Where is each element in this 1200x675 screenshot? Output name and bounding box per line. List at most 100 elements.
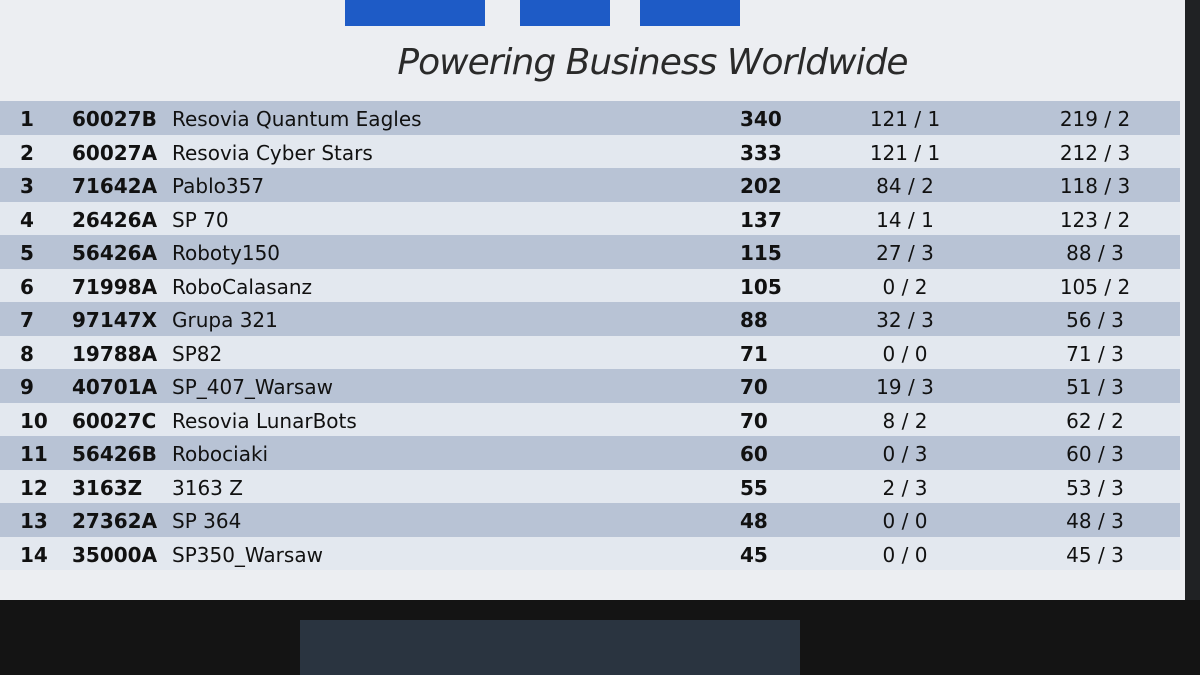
run-1: 84 / 2 [876, 174, 934, 198]
score: 333 [740, 140, 782, 165]
stand [300, 620, 800, 675]
run-2: 53 / 3 [1066, 475, 1124, 500]
team-name: SP82 [172, 341, 223, 366]
run-1: 19 / 3 [876, 375, 934, 399]
team-number: 3163Z [72, 475, 143, 500]
run-1: 0 / 0 [882, 509, 928, 533]
table-row: 6 71998A RoboCalasanz 105 0 / 2 105 / 2 [0, 268, 1180, 302]
logo-part [520, 0, 610, 26]
score: 88 [740, 308, 768, 332]
run-1: 121 / 1 [869, 140, 941, 165]
run-2: 51 / 3 [1066, 375, 1124, 399]
run-1: 14 / 1 [876, 207, 934, 232]
table-row: 7 97147X Grupa 321 88 32 / 3 56 / 3 [0, 302, 1180, 336]
team-name: Robociaki [172, 442, 269, 466]
run-1: 0 / 0 [882, 341, 928, 366]
team-name: SP 364 [172, 509, 242, 533]
team-number: 19788A [72, 341, 158, 366]
team-number: 56426A [72, 241, 158, 265]
score: 48 [740, 509, 768, 533]
rank: 4 [20, 207, 34, 232]
team-name: SP350_Warsaw [172, 542, 323, 567]
rank: 13 [20, 509, 48, 533]
team-number: 60027B [72, 107, 157, 131]
table-row: 12 3163Z 3163 Z 55 2 / 3 53 / 3 [0, 469, 1180, 503]
team-name: Pablo357 [172, 174, 265, 198]
score: 105 [740, 274, 782, 299]
score: 70 [740, 408, 768, 433]
team-name: SP_407_Warsaw [172, 375, 333, 399]
team-number: 71642A [72, 174, 158, 198]
score: 60 [740, 442, 768, 466]
run-2: 118 / 3 [1059, 174, 1131, 198]
score: 45 [740, 542, 768, 567]
table-row: 3 71642A Pablo357 202 84 / 2 118 / 3 [0, 168, 1180, 202]
run-2: 56 / 3 [1066, 308, 1124, 332]
score: 137 [740, 207, 782, 232]
run-1: 0 / 2 [882, 274, 928, 299]
run-2: 88 / 3 [1066, 241, 1124, 265]
score: 115 [740, 241, 782, 265]
team-number: 71998A [72, 274, 158, 299]
score: 340 [740, 107, 782, 131]
team-number: 60027A [72, 140, 158, 165]
logo-part [345, 0, 485, 26]
team-name: Roboty150 [172, 241, 281, 265]
run-2: 105 / 2 [1059, 274, 1131, 299]
rank: 1 [20, 107, 34, 131]
team-number: 35000A [72, 542, 158, 567]
team-number: 97147X [72, 308, 157, 332]
logo-part [640, 0, 740, 26]
rank: 8 [20, 341, 34, 366]
team-number: 56426B [72, 442, 157, 466]
run-2: 219 / 2 [1059, 107, 1131, 131]
run-2: 60 / 3 [1066, 442, 1124, 466]
run-1: 8 / 2 [882, 408, 928, 433]
score: 70 [740, 375, 768, 399]
rank: 14 [20, 542, 48, 567]
table-row: 2 60027A Resovia Cyber Stars 333 121 / 1 212 … [0, 134, 1180, 168]
score: 71 [740, 341, 768, 366]
team-name: Resovia Cyber Stars [172, 140, 373, 165]
rank: 3 [20, 174, 34, 198]
run-1: 32 / 3 [876, 308, 934, 332]
table-row: 4 26426A SP 70 137 14 / 1 123 / 2 [0, 201, 1180, 235]
rank: 7 [20, 308, 34, 332]
rank: 5 [20, 241, 34, 265]
rank: 12 [20, 475, 48, 500]
run-2: 123 / 2 [1059, 207, 1131, 232]
run-1: 27 / 3 [876, 241, 934, 265]
table-row: 9 40701A SP_407_Warsaw 70 19 / 3 51 / 3 [0, 369, 1180, 403]
side-bezel [1185, 0, 1200, 600]
team-name: 3163 Z [172, 475, 243, 500]
run-1: 0 / 0 [882, 542, 928, 567]
run-2: 62 / 2 [1066, 408, 1124, 433]
team-name: Grupa 321 [172, 308, 278, 332]
rank: 6 [20, 274, 34, 299]
team-name: Resovia Quantum Eagles [172, 107, 422, 131]
team-number: 27362A [72, 509, 158, 533]
tagline: Powering Business Worldwide [397, 42, 908, 83]
run-1: 2 / 3 [882, 475, 928, 500]
rank: 10 [20, 408, 48, 433]
table-row: 8 19788A SP82 71 0 / 0 71 / 3 [0, 335, 1180, 369]
table-row: 14 35000A SP350_Warsaw 45 0 / 0 45 / 3 [0, 536, 1180, 570]
leaderboard: 1 60027B Resovia Quantum Eagles 340 121 / 1 2… [0, 101, 1180, 570]
screen: Powering Business Worldwide 1 60027B Resov… [0, 0, 1185, 600]
team-number: 40701A [72, 375, 158, 399]
rank: 9 [20, 375, 34, 399]
run-2: 45 / 3 [1066, 542, 1124, 567]
team-name: Resovia LunarBots [172, 408, 357, 433]
table-row: 11 56426B Robociaki 60 0 / 3 60 / 3 [0, 436, 1180, 470]
team-number: 26426A [72, 207, 158, 232]
score: 55 [740, 475, 768, 500]
run-2: 48 / 3 [1066, 509, 1124, 533]
run-2: 71 / 3 [1066, 341, 1124, 366]
table-row: 5 56426A Roboty150 115 27 / 3 88 / 3 [0, 235, 1180, 269]
table-row: 10 60027C Resovia LunarBots 70 8 / 2 62 / 2 [0, 402, 1180, 436]
table-row: 13 27362A SP 364 48 0 / 0 48 / 3 [0, 503, 1180, 537]
team-name: RoboCalasanz [172, 274, 313, 299]
rank: 11 [20, 442, 48, 466]
team-number: 60027C [72, 408, 157, 433]
